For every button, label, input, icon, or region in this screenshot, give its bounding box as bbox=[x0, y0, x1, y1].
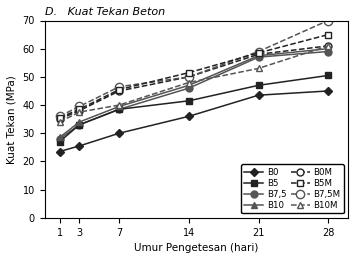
B10M bbox=[77, 110, 82, 114]
B7,5M bbox=[256, 50, 261, 53]
B0 bbox=[117, 132, 121, 135]
Line: B10M: B10M bbox=[57, 43, 331, 125]
B5 bbox=[187, 99, 191, 102]
B7,5M bbox=[117, 85, 121, 88]
B10 bbox=[58, 136, 62, 139]
Line: B7,5: B7,5 bbox=[56, 48, 332, 142]
B5M bbox=[187, 71, 191, 74]
Legend: B0, B5, B7,5, B10, B0M, B5M, B7,5M, B10M: B0, B5, B7,5, B10, B0M, B5M, B7,5M, B10M bbox=[241, 164, 344, 213]
B7,5 bbox=[187, 87, 191, 90]
B10 bbox=[256, 54, 261, 57]
B0M bbox=[117, 89, 121, 93]
B0M bbox=[58, 118, 62, 121]
B5 bbox=[58, 140, 62, 143]
B7,5M bbox=[58, 115, 62, 118]
Y-axis label: Kuat Tekan (MPa): Kuat Tekan (MPa) bbox=[7, 75, 17, 164]
B10M bbox=[187, 81, 191, 84]
B0 bbox=[58, 150, 62, 153]
B0M bbox=[326, 44, 330, 47]
B7,5 bbox=[256, 56, 261, 59]
B7,5M bbox=[187, 75, 191, 79]
Line: B10: B10 bbox=[57, 46, 331, 140]
B7,5 bbox=[58, 137, 62, 140]
B0 bbox=[187, 115, 191, 118]
B5M bbox=[117, 88, 121, 91]
B10 bbox=[187, 84, 191, 87]
B0 bbox=[256, 94, 261, 97]
B10M bbox=[58, 120, 62, 124]
B5 bbox=[326, 74, 330, 77]
B0M bbox=[77, 109, 82, 112]
B7,5M bbox=[326, 19, 330, 22]
Line: B5M: B5M bbox=[57, 32, 331, 120]
Line: B0: B0 bbox=[57, 88, 331, 154]
B0M bbox=[187, 75, 191, 79]
Line: B0M: B0M bbox=[56, 42, 332, 123]
B10M bbox=[326, 44, 330, 47]
B5 bbox=[117, 108, 121, 111]
Line: B7,5M: B7,5M bbox=[55, 16, 332, 120]
B0 bbox=[77, 144, 82, 147]
B5M bbox=[58, 116, 62, 119]
B10 bbox=[77, 120, 82, 124]
B10M bbox=[117, 103, 121, 107]
B0 bbox=[326, 89, 330, 93]
Line: B5: B5 bbox=[57, 73, 331, 145]
Text: D.   Kuat Tekan Beton: D. Kuat Tekan Beton bbox=[45, 7, 165, 17]
B5M bbox=[77, 108, 82, 111]
B10 bbox=[117, 105, 121, 108]
B7,5M bbox=[77, 105, 82, 108]
B5 bbox=[256, 84, 261, 87]
B5 bbox=[77, 123, 82, 126]
B7,5 bbox=[326, 50, 330, 53]
B7,5 bbox=[117, 108, 121, 111]
B10M bbox=[256, 67, 261, 70]
B10 bbox=[326, 47, 330, 50]
B5M bbox=[326, 33, 330, 36]
X-axis label: Umur Pengetesan (hari): Umur Pengetesan (hari) bbox=[134, 243, 258, 253]
B7,5 bbox=[77, 123, 82, 126]
B0M bbox=[256, 53, 261, 56]
B5M bbox=[256, 51, 261, 54]
